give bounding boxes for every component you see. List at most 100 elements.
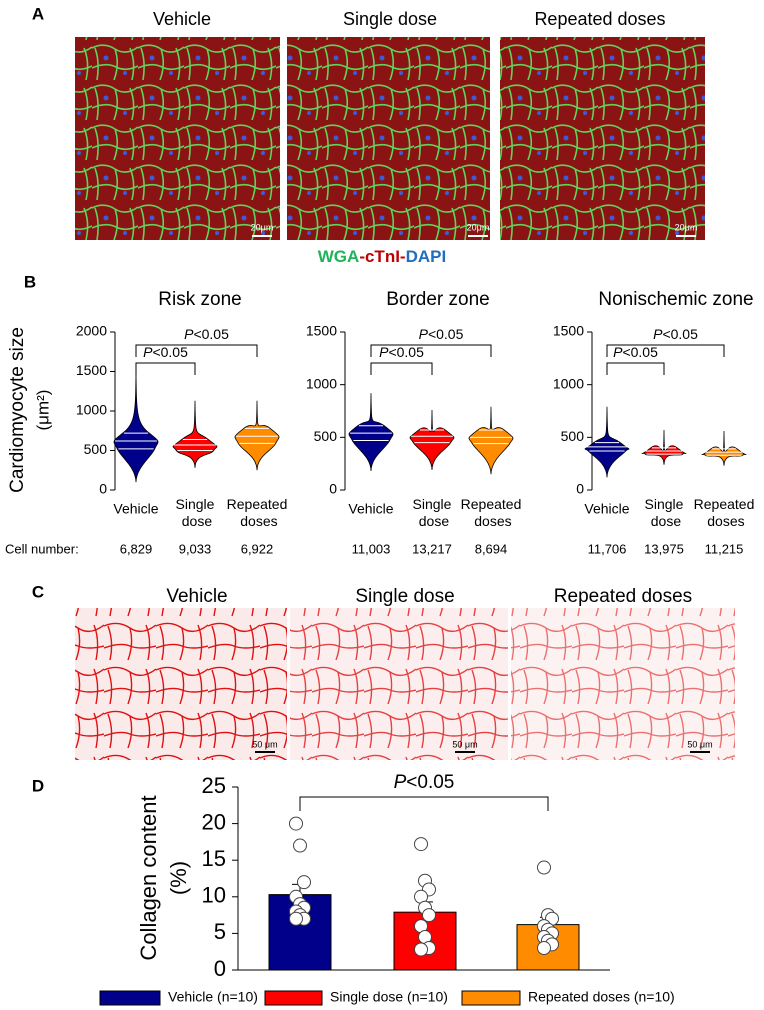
legend-swatch xyxy=(461,990,521,1006)
label-line: dose xyxy=(647,513,681,529)
column-title: Single dose xyxy=(355,586,454,607)
y-tick-label: 0 xyxy=(214,956,226,981)
violin xyxy=(172,400,218,468)
scale-label: 50 μm xyxy=(452,739,477,749)
y-tick-label: 25 xyxy=(202,773,226,798)
legend-label: Single dose (n=10) xyxy=(330,989,448,1005)
y-tick-label: 0 xyxy=(99,481,107,497)
significance-label: P<0.05 xyxy=(184,326,229,342)
significance-label: P<0.05 xyxy=(653,326,698,342)
p-italic: P xyxy=(419,326,429,342)
cell-number: 9,033 xyxy=(179,541,212,556)
y-tick-label: 1000 xyxy=(306,375,337,391)
data-point xyxy=(414,837,428,852)
cell-number: 11,003 xyxy=(352,541,391,556)
y-tick-label: 1000 xyxy=(553,375,584,391)
violin xyxy=(468,406,514,475)
x-tick-label: Repeated doses xyxy=(227,496,288,529)
cell-number: 8,694 xyxy=(475,541,508,556)
significance-bracket xyxy=(299,796,549,811)
significance-bracket xyxy=(135,362,196,375)
significance-bracket xyxy=(135,344,258,357)
p-italic: P xyxy=(653,326,663,342)
data-point xyxy=(293,838,307,853)
stain-part: -cTnI- xyxy=(359,247,405,266)
p-rest: <0.05 xyxy=(622,344,658,360)
x-tick-label: Vehicle xyxy=(584,501,629,517)
y-tick-label: 1500 xyxy=(553,323,584,339)
stain-part: DAPI xyxy=(406,247,447,266)
legend-swatch xyxy=(99,990,161,1006)
histology xyxy=(75,608,287,760)
violin xyxy=(584,406,630,478)
legend-swatch xyxy=(264,990,323,1006)
x-tick-label: Repeated doses xyxy=(694,496,755,529)
violin xyxy=(409,409,455,470)
scale-label: 50 μm xyxy=(687,739,712,749)
label-line: Repeated xyxy=(461,496,522,512)
label-line: doses xyxy=(236,513,277,529)
y-axis-label: Collagen content xyxy=(136,795,161,960)
scale-label: 20μm xyxy=(675,222,698,232)
y-tick-label: 500 xyxy=(314,428,338,444)
x-tick-label: Single dose xyxy=(645,496,684,529)
scale-label: 20μm xyxy=(467,222,490,232)
data-point xyxy=(289,911,303,926)
column-title: Vehicle xyxy=(166,586,227,607)
p-italic: P xyxy=(143,344,153,360)
stain-part: WGA xyxy=(318,247,360,266)
label-line: Repeated xyxy=(227,496,288,512)
y-tick-label: 1500 xyxy=(76,362,107,378)
cell-number: 11,706 xyxy=(588,541,627,556)
column-title: Repeated doses xyxy=(534,9,665,29)
panel-letter: D xyxy=(32,776,44,795)
violin xyxy=(641,429,687,465)
legend-label: Repeated doses (n=10) xyxy=(528,989,675,1005)
significance-label: P<0.05 xyxy=(394,772,455,793)
y-axis-label: (μm²) xyxy=(33,390,52,431)
data-point xyxy=(537,941,551,956)
histology xyxy=(290,608,508,760)
p-italic: P xyxy=(379,344,389,360)
y-tick-label: 500 xyxy=(84,441,108,457)
stain-caption: WGA-cTnI-DAPI xyxy=(318,247,446,266)
scale-label: 20μm xyxy=(251,222,274,232)
y-tick-label: 5 xyxy=(214,919,226,944)
y-tick-label: 1000 xyxy=(76,402,107,418)
significance-bracket xyxy=(370,362,433,375)
data-point xyxy=(422,908,436,923)
y-axis-label: (%) xyxy=(166,861,191,895)
violin xyxy=(701,431,747,466)
p-rest: <0.05 xyxy=(388,344,424,360)
panel-letter: C xyxy=(32,582,44,601)
cell-number-label: Cell number: xyxy=(5,541,79,556)
label-line: Repeated xyxy=(694,496,755,512)
y-tick-label: 15 xyxy=(202,846,226,871)
x-tick-label: Repeated doses xyxy=(461,496,522,529)
y-tick-label: 2000 xyxy=(76,323,107,339)
x-tick-label: Vehicle xyxy=(113,501,158,517)
y-tick-label: 0 xyxy=(576,481,584,497)
label-line: Single xyxy=(645,496,684,512)
significance-bracket xyxy=(606,344,725,357)
micrograph xyxy=(287,37,490,240)
data-point xyxy=(414,942,428,957)
violin xyxy=(113,371,159,483)
data-point xyxy=(297,875,311,890)
p-rest: <0.05 xyxy=(193,326,229,342)
p-italic: P xyxy=(184,326,194,342)
micrograph xyxy=(500,37,705,240)
p-rest: <0.05 xyxy=(662,326,698,342)
p-italic: P xyxy=(394,772,407,793)
data-point xyxy=(537,860,551,875)
y-axis-label: Cardiomyocyte size xyxy=(7,327,28,493)
x-tick-label: Single dose xyxy=(176,496,215,529)
data-point xyxy=(289,816,303,831)
label-line: Single xyxy=(176,496,215,512)
panel-letter: B xyxy=(24,272,36,291)
label-line: doses xyxy=(703,513,744,529)
significance-bracket xyxy=(606,362,665,375)
label-line: dose xyxy=(178,513,212,529)
significance-label: P<0.05 xyxy=(379,344,424,360)
